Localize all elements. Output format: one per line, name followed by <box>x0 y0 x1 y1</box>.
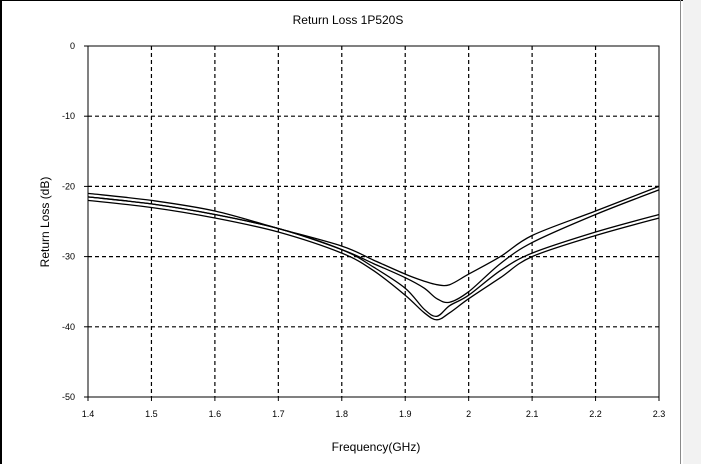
grid-lines <box>88 46 659 397</box>
x-tick-label: 1.8 <box>336 409 349 419</box>
x-tick-label: 2.3 <box>653 409 666 419</box>
side-strip <box>683 0 701 464</box>
y-tick-label: -40 <box>62 322 75 332</box>
series-line-4 <box>87 185 660 287</box>
x-tick-label: 1.6 <box>209 409 222 419</box>
y-axis-label: Return Loss (dB) <box>38 177 52 268</box>
x-tick-label: 2 <box>466 409 471 419</box>
x-tick-label: 1.9 <box>399 409 412 419</box>
x-tick-label: 1.7 <box>272 409 285 419</box>
data-series <box>87 185 660 321</box>
y-tick-label: -30 <box>62 252 75 262</box>
y-tick-label: -50 <box>62 392 75 402</box>
series-line-3 <box>87 189 660 304</box>
x-tick-label: 2.2 <box>589 409 602 419</box>
y-tick-label: 0 <box>70 41 75 51</box>
frame-divider <box>680 0 681 464</box>
x-axis-label: Frequency(GHz) <box>332 440 421 454</box>
series-line-2 <box>87 199 660 321</box>
x-tick-label: 1.4 <box>82 409 95 419</box>
plot-area <box>87 45 660 398</box>
y-axis-ticks: 0 -10 -20 -30 -40 -50 <box>62 41 88 402</box>
x-axis-ticks: 1.4 1.5 1.6 1.7 1.8 1.9 2 2.1 2.2 2.3 <box>82 397 666 419</box>
y-tick-label: -10 <box>62 111 75 121</box>
x-tick-label: 2.1 <box>526 409 539 419</box>
chart-title: Return Loss 1P520S <box>293 13 404 27</box>
y-tick-label: -20 <box>62 181 75 191</box>
x-tick-label: 1.5 <box>145 409 158 419</box>
